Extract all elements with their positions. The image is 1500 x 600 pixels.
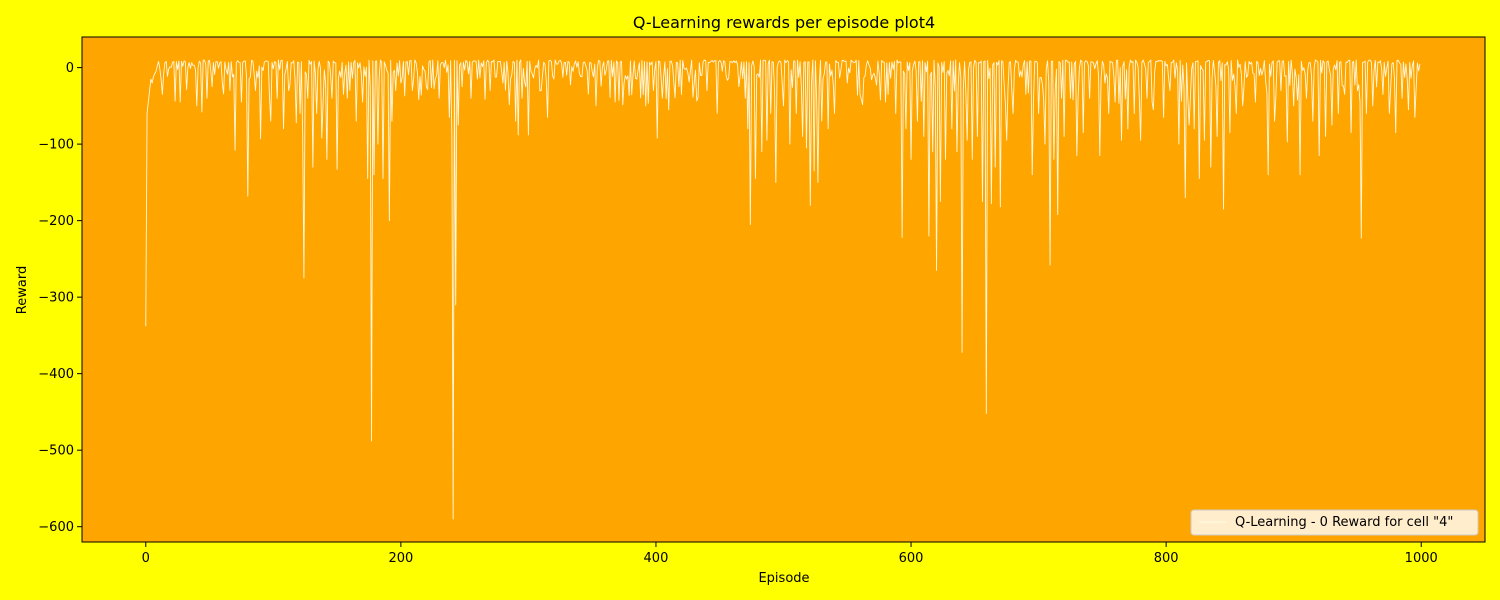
y-tick-label: −500 — [38, 444, 74, 459]
legend-label: Q-Learning - 0 Reward for cell "4" — [1235, 515, 1453, 530]
x-tick-label: 400 — [644, 551, 669, 566]
series-layer — [145, 59, 1421, 520]
x-tick-label: 200 — [388, 551, 413, 566]
legend-box — [1190, 509, 1479, 536]
y-axis-title: Reward — [15, 266, 30, 314]
y-axis: 0 −100 −200 −300 −400 −500 −600 — [38, 61, 82, 535]
y-tick-label: −300 — [38, 291, 74, 306]
chart-title: Q-Learning rewards per episode plot4 — [633, 13, 935, 32]
x-axis: 0 200 400 600 800 1000 — [142, 542, 1438, 566]
plot-frame — [81, 36, 1486, 543]
y-tick-label: −200 — [38, 214, 74, 229]
x-tick-label: 1000 — [1405, 551, 1438, 566]
series-line-q-learning — [145, 59, 1421, 520]
x-tick-label: 0 — [142, 551, 150, 566]
legend: Q-Learning - 0 Reward for cell "4" — [1190, 509, 1479, 536]
x-axis-title: Episode — [758, 571, 809, 586]
plot-area — [82, 37, 1485, 542]
y-tick-label: 0 — [66, 61, 74, 76]
x-tick-label: 800 — [1154, 551, 1179, 566]
y-tick-label: −100 — [38, 138, 74, 153]
x-tick-label: 600 — [899, 551, 924, 566]
y-tick-label: −600 — [38, 520, 74, 535]
y-tick-label: −400 — [38, 367, 74, 382]
